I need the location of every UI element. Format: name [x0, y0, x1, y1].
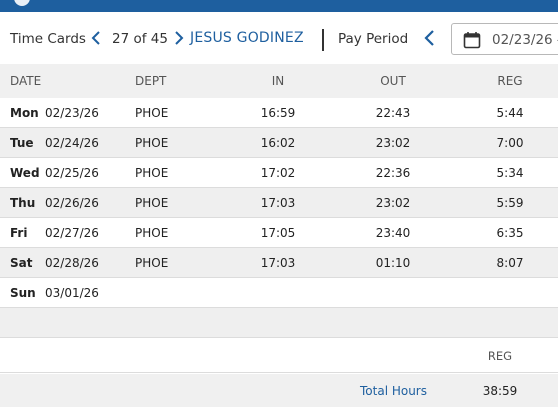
column-header-in[interactable]: IN	[271, 74, 285, 88]
table-row[interactable]: Sun 03/01/26	[0, 278, 558, 308]
row-day: Sat	[10, 256, 33, 270]
totals-reg-column-label: REG	[487, 349, 513, 363]
header-divider	[322, 29, 324, 51]
row-date: 02/28/26	[45, 256, 99, 270]
total-hours-label: Total Hours	[360, 384, 427, 398]
row-date: 02/27/26	[45, 226, 99, 240]
row-reg: 5:44	[496, 106, 524, 120]
app-top-bar	[0, 0, 558, 12]
row-day: Wed	[10, 166, 40, 180]
row-out: 23:02	[375, 136, 411, 150]
row-dept: PHOE	[135, 226, 169, 240]
row-in: 16:02	[260, 136, 296, 150]
employee-name-link[interactable]: JESUS GODINEZ	[190, 30, 304, 46]
page-title: Time Cards	[10, 31, 86, 47]
row-reg: 7:00	[496, 136, 524, 150]
prev-period-chevron-icon[interactable]	[423, 30, 437, 46]
timecard-table: DATE DEPT IN OUT REG Mon 02/23/26 PHOE 1…	[0, 64, 558, 308]
calendar-icon[interactable]	[463, 31, 481, 53]
table-row[interactable]: Mon 02/23/26 PHOE 16:59 22:43 5:44	[0, 98, 558, 128]
table-header: DATE DEPT IN OUT REG	[0, 64, 558, 98]
column-header-date[interactable]: DATE	[10, 74, 42, 88]
table-row[interactable]: Wed 02/25/26 PHOE 17:02 22:36 5:34	[0, 158, 558, 188]
row-in: 17:03	[260, 256, 296, 270]
row-date: 02/25/26	[45, 166, 99, 180]
row-dept: PHOE	[135, 196, 169, 210]
row-dept: PHOE	[135, 136, 169, 150]
row-out: 22:36	[375, 166, 411, 180]
chevron-left-icon[interactable]	[89, 30, 103, 46]
row-out: 01:10	[375, 256, 411, 270]
row-day: Mon	[10, 106, 39, 120]
timecard-header: Time Cards 27 of 45 JESUS GODINEZ Pay Pe…	[0, 22, 558, 56]
table-row[interactable]: Thu 02/26/26 PHOE 17:03 23:02 5:59	[0, 188, 558, 218]
table-row[interactable]: Sat 02/28/26 PHOE 17:03 01:10 8:07	[0, 248, 558, 278]
row-reg: 6:35	[496, 226, 524, 240]
row-dept: PHOE	[135, 106, 169, 120]
pay-period-date-picker[interactable]: 02/23/26 -	[451, 23, 558, 55]
period-date-text: 02/23/26 -	[492, 32, 558, 48]
app-logo-icon	[14, 0, 30, 6]
row-dept: PHOE	[135, 166, 169, 180]
pay-period-label: Pay Period	[338, 31, 409, 47]
timecard-counter: 27 of 45	[112, 31, 168, 47]
totals-header: REG	[0, 339, 558, 373]
row-out: 23:02	[375, 196, 411, 210]
row-date: 02/23/26	[45, 106, 99, 120]
column-header-out[interactable]: OUT	[380, 74, 406, 88]
row-out: 22:43	[375, 106, 411, 120]
column-header-dept[interactable]: DEPT	[135, 74, 167, 88]
table-row[interactable]: Fri 02/27/26 PHOE 17:05 23:40 6:35	[0, 218, 558, 248]
row-dept: PHOE	[135, 256, 169, 270]
row-in: 17:02	[260, 166, 296, 180]
totals-row: Total Hours 38:59	[0, 374, 558, 407]
empty-row	[0, 308, 558, 338]
row-reg: 5:34	[496, 166, 524, 180]
row-day: Sun	[10, 286, 36, 300]
row-date: 02/24/26	[45, 136, 99, 150]
row-day: Thu	[10, 196, 36, 210]
total-hours-value: 38:59	[482, 384, 518, 398]
chevron-right-icon[interactable]	[172, 30, 186, 46]
row-reg: 5:59	[496, 196, 524, 210]
row-reg: 8:07	[496, 256, 524, 270]
table-row[interactable]: Tue 02/24/26 PHOE 16:02 23:02 7:00	[0, 128, 558, 158]
row-in: 16:59	[260, 106, 296, 120]
row-date: 03/01/26	[45, 286, 99, 300]
row-date: 02/26/26	[45, 196, 99, 210]
row-day: Fri	[10, 226, 28, 240]
row-day: Tue	[10, 136, 34, 150]
row-in: 17:03	[260, 196, 296, 210]
row-in: 17:05	[260, 226, 296, 240]
row-out: 23:40	[375, 226, 411, 240]
column-header-reg[interactable]: REG	[497, 74, 523, 88]
